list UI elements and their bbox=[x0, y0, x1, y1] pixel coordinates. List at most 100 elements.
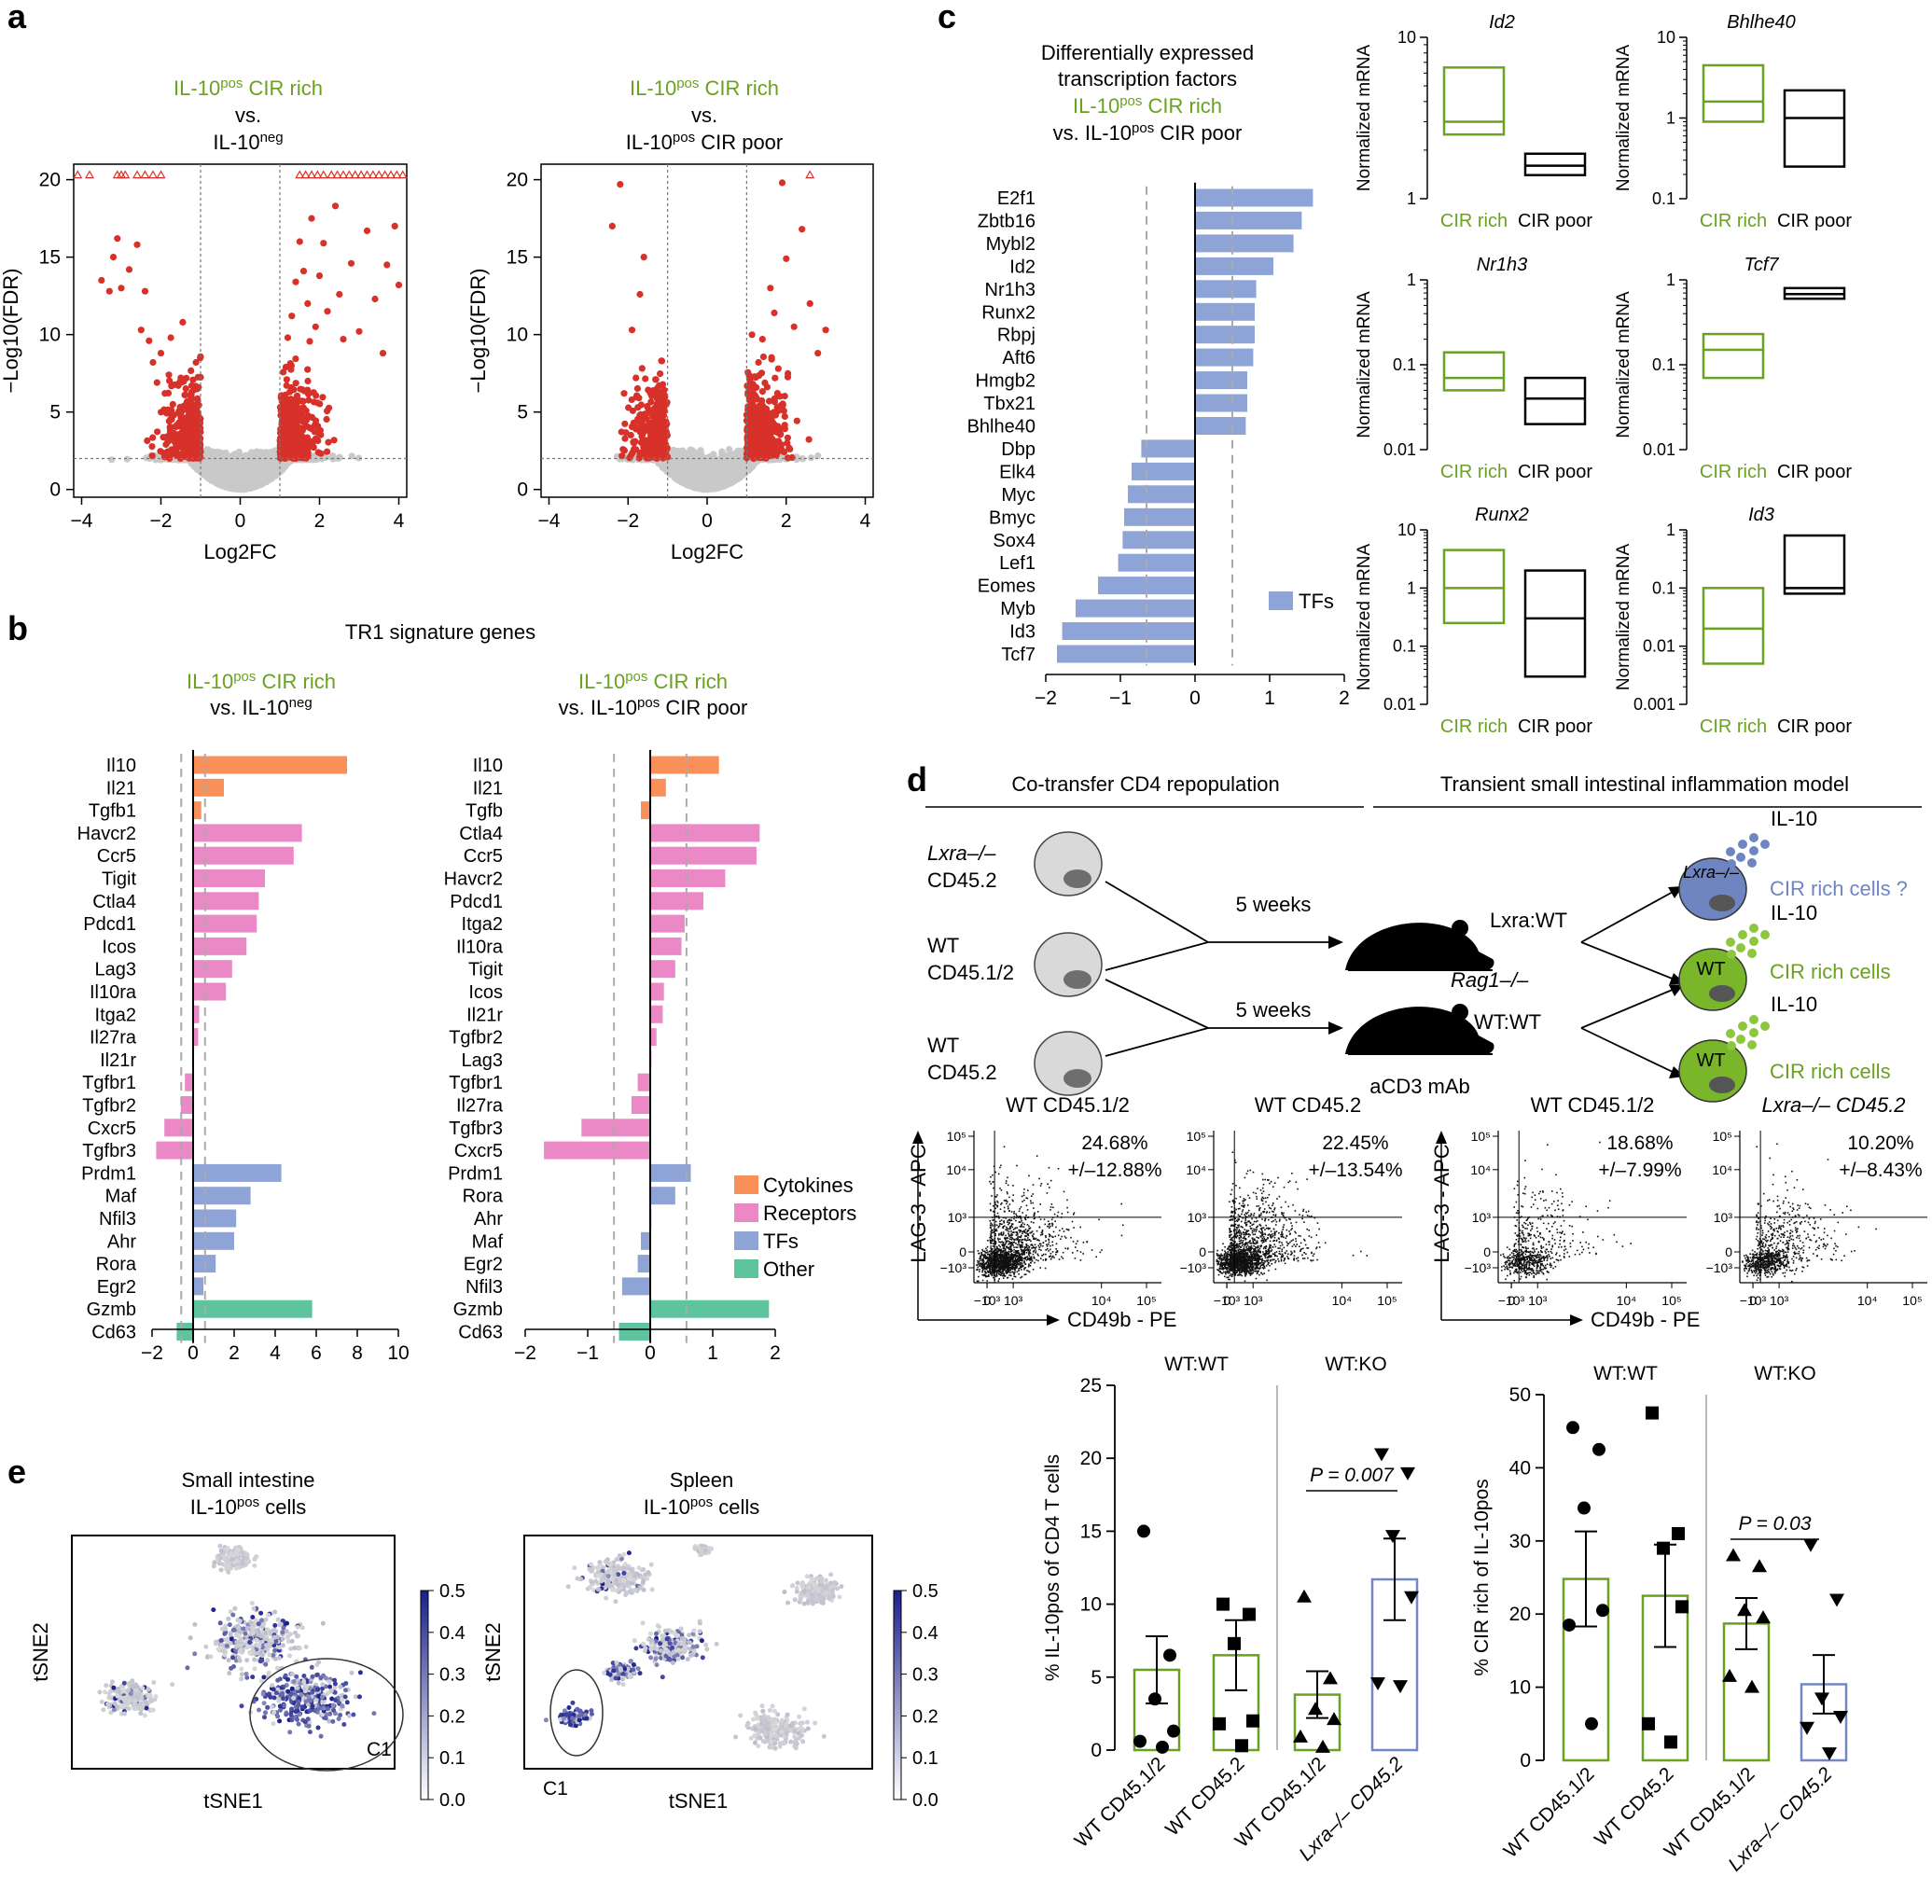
volcano-point-sig bbox=[310, 389, 317, 396]
volcano-point-ns bbox=[229, 469, 236, 477]
volcano-point-sig bbox=[187, 399, 194, 407]
volcano-point-sig bbox=[304, 366, 312, 373]
panel-a: IL-10pos CIR rich vs. IL-10neg IL-10pos … bbox=[0, 76, 874, 563]
volcano-point-sig bbox=[105, 287, 113, 295]
y-tick-label: 5 bbox=[49, 402, 61, 424]
volcano-capped-triangle bbox=[132, 170, 143, 179]
volcano-point-sig bbox=[306, 338, 313, 345]
volcano-point-sig bbox=[175, 433, 183, 440]
volcano-capped-triangle bbox=[397, 170, 408, 179]
volcano-point-sig bbox=[304, 377, 312, 385]
volcano-point-sig bbox=[395, 281, 403, 289]
volcano-point-sig bbox=[148, 443, 156, 451]
volcano-capped-triangle bbox=[140, 170, 150, 179]
volcano-point-sig bbox=[314, 399, 322, 407]
x-tick-label: −2 bbox=[150, 510, 173, 532]
y-tick-label: 0 bbox=[49, 479, 61, 501]
volcano-point-sig bbox=[355, 327, 363, 335]
volcano-point-sig bbox=[299, 386, 306, 394]
volcano-point-ns bbox=[348, 452, 355, 460]
volcano-point-sig bbox=[282, 363, 289, 371]
volcano-point-sig bbox=[179, 318, 187, 326]
volcano-point-sig bbox=[293, 392, 301, 399]
volcano-point-sig bbox=[285, 453, 292, 461]
panel-letter-c: c bbox=[938, 0, 956, 35]
volcano-point-sig bbox=[168, 447, 175, 454]
volcano-point-sig bbox=[383, 261, 391, 269]
volcano-point-ns bbox=[239, 485, 246, 493]
panel-letter-d: d bbox=[907, 760, 927, 799]
volcano-point-sig bbox=[280, 411, 287, 419]
volcano-point-sig bbox=[287, 419, 295, 426]
panel-letter-b: b bbox=[7, 609, 28, 647]
volcano-point-ns bbox=[807, 454, 815, 462]
volcano-point-ns bbox=[278, 466, 285, 474]
volcano-point-sig bbox=[153, 379, 160, 386]
volcano-point-sig bbox=[283, 382, 290, 389]
volcano-point-sig bbox=[391, 222, 398, 229]
volcano-point-sig bbox=[324, 448, 331, 455]
volcano-point-sig bbox=[191, 435, 199, 442]
volcano-point-sig bbox=[118, 285, 125, 292]
volcano-point-sig bbox=[280, 439, 287, 448]
volcano-point-sig bbox=[306, 424, 313, 432]
volcano-point-sig bbox=[137, 327, 145, 334]
volcano-point-sig bbox=[175, 408, 183, 415]
volcano-point-ns bbox=[212, 476, 219, 483]
volcano-point-ns bbox=[327, 453, 335, 462]
volcano-point-sig bbox=[133, 241, 141, 248]
volcano-point-ns bbox=[253, 448, 260, 455]
volcano-point-sig bbox=[174, 382, 182, 389]
volcano-point-sig bbox=[292, 380, 299, 387]
volcano-point-sig bbox=[312, 323, 319, 330]
volcano-point-sig bbox=[173, 423, 181, 430]
volcano-capped-triangle bbox=[147, 170, 159, 179]
volcano-point-sig bbox=[304, 299, 312, 307]
y-tick-label: 20 bbox=[39, 170, 61, 191]
volcano-point-sig bbox=[302, 407, 310, 414]
volcano-point-sig bbox=[161, 434, 169, 441]
volcano-point-sig bbox=[177, 374, 185, 382]
volcano-point-sig bbox=[319, 394, 327, 401]
volcano-point-ns bbox=[250, 479, 257, 487]
volcano-point-ns bbox=[215, 459, 223, 466]
volcano-point-sig bbox=[125, 266, 133, 273]
volcano-point-sig bbox=[294, 440, 302, 448]
volcano-point-sig bbox=[330, 437, 338, 444]
volcano-point-sig bbox=[295, 397, 302, 405]
volcano-point-ns bbox=[270, 467, 278, 476]
volcano-point-sig bbox=[324, 408, 331, 415]
volcano-point-sig bbox=[323, 415, 330, 424]
volcano-point-sig bbox=[160, 406, 168, 413]
volcano-point-sig bbox=[146, 337, 153, 344]
y-tick-label: 15 bbox=[39, 247, 61, 269]
volcano-point-sig bbox=[185, 411, 192, 419]
volcano-capped-triangle bbox=[73, 170, 83, 179]
a-right-title-line3: IL-10pos CIR poor bbox=[626, 130, 784, 154]
volcano-point-sig bbox=[161, 390, 169, 397]
volcano-point-ns bbox=[226, 483, 234, 491]
volcano-point-sig bbox=[182, 385, 189, 393]
a-left-title-line1: IL-10pos CIR rich bbox=[174, 76, 323, 100]
volcano-point-sig bbox=[193, 418, 201, 425]
volcano-point-sig bbox=[294, 428, 301, 436]
volcano-capped-triangle bbox=[84, 170, 95, 179]
volcano-point-sig bbox=[149, 434, 157, 441]
volcano-point-sig bbox=[149, 358, 157, 367]
volcano-point-sig bbox=[340, 336, 347, 343]
volcano-point-sig bbox=[181, 391, 188, 398]
volcano-capped-triangle bbox=[318, 170, 328, 179]
volcano-point-sig bbox=[312, 435, 319, 443]
volcano-point-sig bbox=[98, 276, 105, 285]
volcano-point-sig bbox=[314, 423, 322, 430]
volcano-point-sig bbox=[292, 355, 299, 363]
panel-letter-e: e bbox=[7, 1452, 26, 1491]
volcano-point-sig bbox=[324, 308, 331, 315]
volcano-point-sig bbox=[109, 254, 118, 261]
volcano-point-sig bbox=[379, 350, 387, 357]
volcano-point-sig bbox=[308, 215, 315, 222]
volcano-point-sig bbox=[169, 400, 176, 408]
volcano-point-sig bbox=[304, 449, 312, 456]
